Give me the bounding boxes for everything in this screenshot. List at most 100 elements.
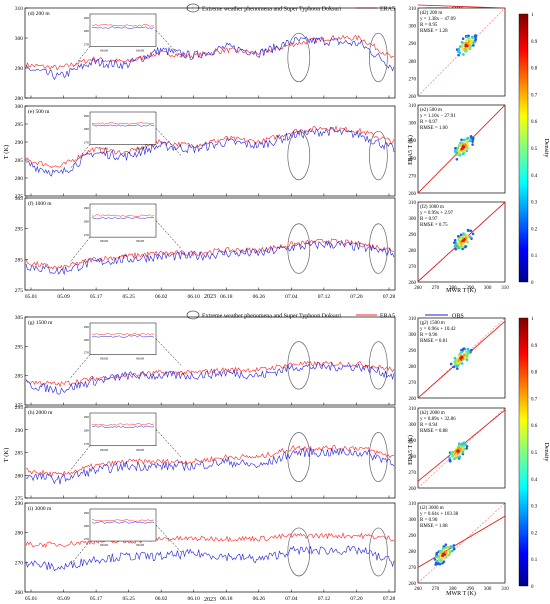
scatter-density-point <box>456 235 460 238</box>
legend-circle-icon <box>186 310 200 320</box>
ts-xtick-label: 05.09 <box>57 294 70 300</box>
scatter-density-point <box>439 551 442 554</box>
scatter-density-point <box>463 49 467 53</box>
ts-xtick-label: 07.28 <box>383 596 396 602</box>
inset-xtick-label: 06.08 <box>136 448 144 452</box>
colorbar-tick-label: 0.4 <box>531 174 538 179</box>
event-circle-marker <box>287 341 311 390</box>
ts-panel-title: (i) 3000 m <box>28 505 52 512</box>
obs-series-line <box>25 239 395 276</box>
scatter-rmse-value: RMSE = 0.75 <box>420 223 448 228</box>
scatter-ytick-label: 310 <box>409 317 417 322</box>
scatter-ytick-label: 270 <box>409 471 417 476</box>
inset-obs-line <box>91 216 155 220</box>
scatter-density-point <box>454 450 457 453</box>
inset-pointer-line <box>69 46 91 72</box>
one-to-one-line <box>417 502 506 584</box>
scatter-equation: y = 0.64x + 103.38 <box>420 512 459 517</box>
colorbar-tick-label: 0.8 <box>531 371 538 376</box>
inset-xtick-label: 06.06 <box>100 448 108 452</box>
scatter-density-point <box>455 148 459 152</box>
ts-year-label: 2023 <box>204 294 216 300</box>
ts-ytick-label: 295 <box>15 405 24 411</box>
scatter-ytick-label: 260 <box>409 397 417 402</box>
scatter-density-point <box>452 365 456 369</box>
obs-series-line <box>25 361 395 395</box>
scatter-ytick-label: 290 <box>409 42 417 47</box>
scatter-density-point <box>462 53 465 56</box>
era5-series-line <box>25 125 395 169</box>
scatter-density-point <box>464 140 468 143</box>
ts-xtick-label: 07.04 <box>285 596 298 602</box>
colorbar-tick-label: 0 <box>531 281 534 286</box>
scatter-density-point <box>456 449 459 453</box>
scatter-density-point <box>461 43 464 47</box>
colorbar-tick-label: 0.9 <box>531 344 538 349</box>
scatter-ytick-label: 310 <box>409 104 417 109</box>
ts-ylabel: T (K) <box>3 448 10 463</box>
ts-ytick-label: 290 <box>15 66 24 72</box>
scatter-density-point <box>465 39 469 43</box>
inset-era5-line <box>91 519 155 522</box>
scatter-density-point <box>460 141 464 145</box>
regression-line <box>417 4 506 9</box>
inset-ytick-label: 270 <box>84 537 90 541</box>
ts-xtick-label: 07.12 <box>318 294 331 300</box>
scatter-density-point <box>457 358 461 362</box>
inset-pointer-line <box>69 540 91 566</box>
scatter-equation: y = 1.10x − 27.91 <box>420 114 456 119</box>
colorbar-tick-label: 0.8 <box>531 67 538 72</box>
scatter-density-point <box>460 350 463 354</box>
one-to-one-line <box>417 317 506 399</box>
scatter-density-point <box>473 34 477 38</box>
scatter-density-point <box>460 138 463 142</box>
ts-panel-title: (f) 1000 m <box>28 200 52 207</box>
ts-xtick-label: 05.25 <box>122 596 135 602</box>
inset-pointer-line <box>69 354 91 379</box>
scatter-panel-title: (e2) 500 m <box>420 108 442 113</box>
colorbar-tick-label: 1 <box>531 13 534 18</box>
scatter-xtick-label: 280 <box>449 286 457 291</box>
inset-ytick-label: 270 <box>84 233 90 237</box>
ts-xtick-label: 06.26 <box>253 596 266 602</box>
scatter-density-point <box>466 146 469 150</box>
scatter-ytick-label: 310 <box>409 201 417 206</box>
scatter-density-point <box>466 347 470 351</box>
event-circle-marker <box>287 130 311 181</box>
inset-obs-line <box>91 335 155 338</box>
colorbar-tick-label: 0.9 <box>531 40 538 45</box>
ts-panel-title: (d) 200 m <box>28 10 50 17</box>
scatter-density-point <box>461 147 464 150</box>
scatter-density-point <box>466 46 469 50</box>
scatter-ytick-label: 280 <box>409 249 417 254</box>
regression-line <box>417 515 506 568</box>
ts-panel-frame <box>24 502 396 593</box>
ts-xtick-label: 06.18 <box>220 294 233 300</box>
ts-ytick-label: 280 <box>15 96 24 102</box>
inset-ytick-label: 270 <box>84 442 90 446</box>
inset-xtick-label: 06.06 <box>100 146 108 150</box>
scatter-rmse-value: RMSE = 1.08 <box>420 524 448 529</box>
scatter-density-point <box>453 238 457 242</box>
scatter-density-point <box>460 362 464 365</box>
ts-xtick-label: 05.17 <box>90 596 103 602</box>
scatter-density-point <box>464 138 468 141</box>
ts-panel-frame <box>24 105 396 197</box>
scatter-density-point <box>459 449 462 452</box>
ts-xtick-label: 05.01 <box>25 294 38 300</box>
scatter-density-point <box>438 553 442 556</box>
colorbar-tick-label: 0.6 <box>531 424 538 429</box>
scatter-ytick-label: 290 <box>409 534 417 539</box>
era5-series-line <box>25 238 395 272</box>
event-circle-marker <box>287 527 311 577</box>
ts-xtick-label: 06.02 <box>155 294 168 300</box>
ts-ytick-label: 275 <box>15 496 24 502</box>
scatter-density-point <box>470 348 473 352</box>
colorbar-label: Density <box>543 139 549 158</box>
scatter-ytick-label: 300 <box>409 122 417 127</box>
ts-xtick-label: 07.12 <box>318 596 331 602</box>
inset-ytick-label: 280 <box>84 524 90 528</box>
era5-series-line <box>25 34 395 71</box>
ts-ytick-label: 305 <box>15 315 24 321</box>
ts-ytick-label: 290 <box>15 501 24 507</box>
